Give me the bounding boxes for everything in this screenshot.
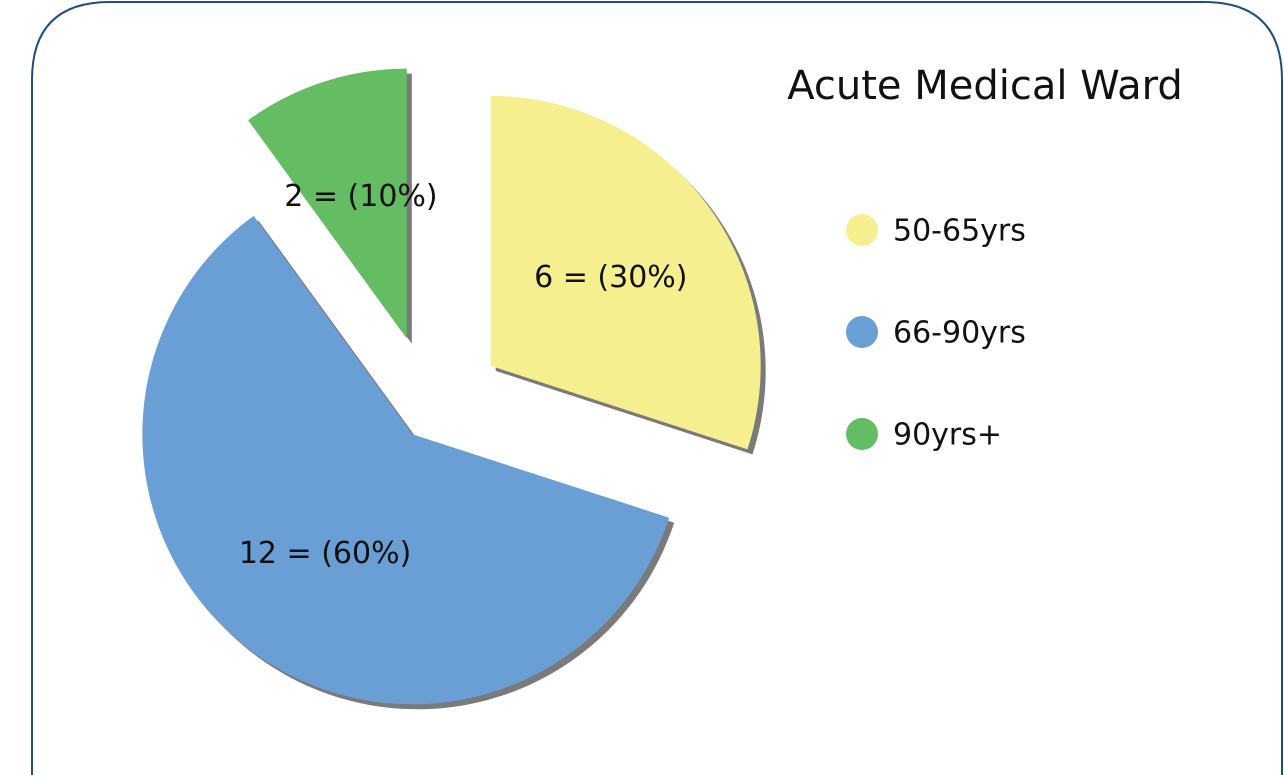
slice-label: 6 = (30%) [534,260,687,295]
slice [142,215,670,705]
legend-swatch [846,418,878,450]
slice [490,95,761,450]
legend-swatch [846,316,878,348]
legend-label: 50-65yrs [893,214,1026,249]
slice-label: 12 = (60%) [239,536,411,571]
legend-label: 66-90yrs [893,316,1026,351]
chart-title: Acute Medical Ward [787,63,1183,109]
legend-swatch [846,214,878,246]
frame [31,1,1283,775]
slice [248,68,407,339]
legend-label: 90yrs+ [893,418,1002,453]
slice-label: 2 = (10%) [284,179,437,214]
